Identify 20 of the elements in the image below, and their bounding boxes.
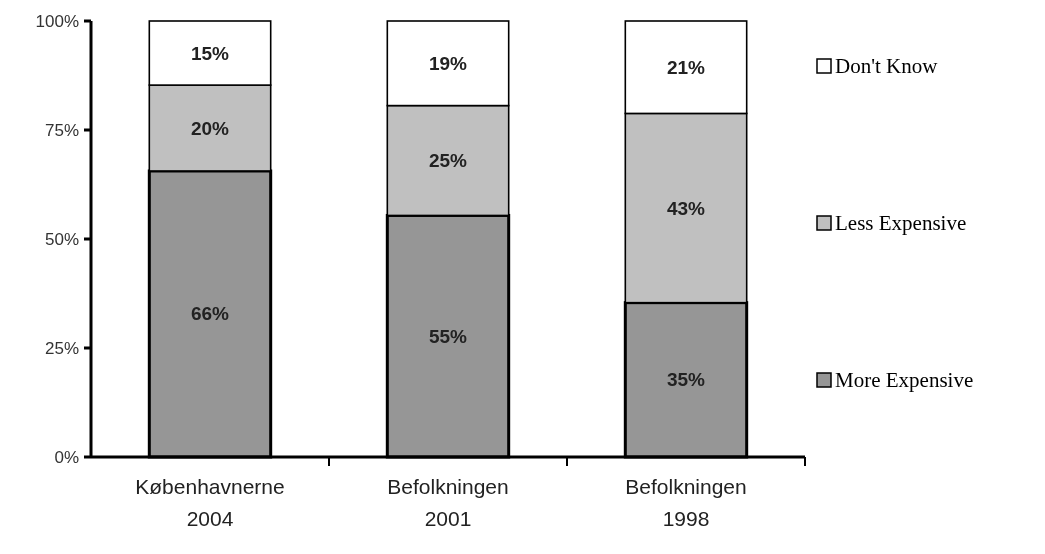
data-label: 25% <box>428 150 468 172</box>
y-tick-label: 50% <box>44 229 79 249</box>
x-tick-label: Københavnerne 2004 <box>135 475 285 530</box>
y-tick-label: 0% <box>54 447 79 467</box>
legend-label: Less Expensive <box>835 211 967 235</box>
data-label: 19% <box>428 52 468 74</box>
legend-label: Don't Know <box>835 54 939 78</box>
data-label: 15% <box>190 42 230 64</box>
data-label: 43% <box>666 197 706 219</box>
data-label: 20% <box>190 117 230 139</box>
x-tick-label: Befolkningen 1998 <box>625 475 747 530</box>
y-tick-label: 75% <box>44 120 79 140</box>
data-label: 66% <box>190 303 230 325</box>
legend-label: More Expensive <box>835 368 974 392</box>
x-tick-label: Befolkningen 2001 <box>387 475 509 530</box>
data-label: 35% <box>666 369 706 391</box>
data-label: 55% <box>428 325 468 347</box>
y-tick-label: 100% <box>35 11 79 31</box>
data-label: 21% <box>666 56 706 78</box>
y-tick-label: 25% <box>44 338 79 358</box>
